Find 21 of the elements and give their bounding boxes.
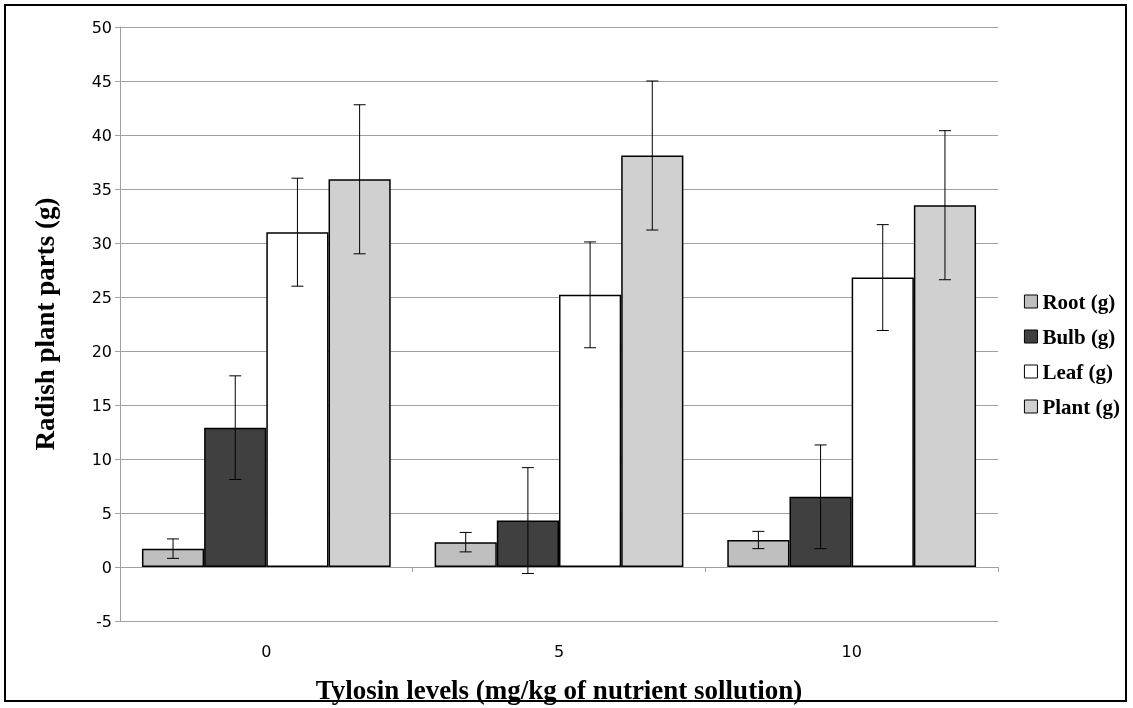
y-tick-label: 25 <box>91 287 112 307</box>
y-tick-label: 35 <box>91 179 112 199</box>
x-tick-label: 5 <box>553 641 565 661</box>
x-tick-label: 0 <box>261 641 272 661</box>
x-axis-title: Tylosin levels (mg/kg of nutrient sollution) <box>315 674 803 705</box>
y-tick-label: -5 <box>96 611 112 631</box>
legend-label: Plant (g) <box>1042 394 1121 419</box>
legend-label: Root (g) <box>1042 289 1116 314</box>
legend-label: Bulb (g) <box>1042 324 1116 349</box>
legend-label: Leaf (g) <box>1042 359 1113 384</box>
y-tick-label: 15 <box>91 395 112 415</box>
y-tick-label: 5 <box>101 503 112 523</box>
y-tick-label: 30 <box>91 233 112 253</box>
x-tick-label: 10 <box>841 641 862 661</box>
y-tick-label: 40 <box>91 125 112 145</box>
y-tick-label: 45 <box>91 71 112 91</box>
y-tick-label: 20 <box>91 341 112 361</box>
y-tick-label: 10 <box>91 449 112 469</box>
y-axis-title: Radish plant parts (g) <box>29 197 60 451</box>
y-tick-label: 0 <box>101 557 112 577</box>
y-tick-label: 50 <box>91 17 112 37</box>
